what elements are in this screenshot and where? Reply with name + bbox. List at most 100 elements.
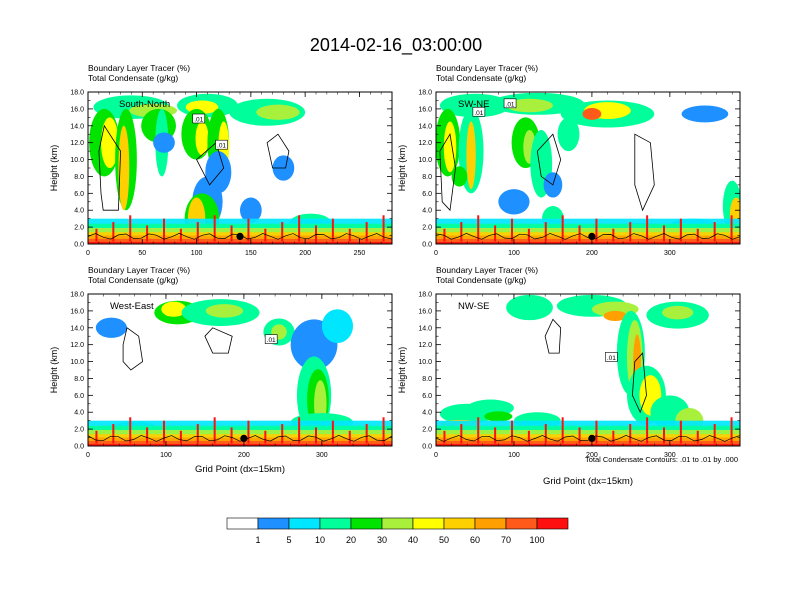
tracer-streak <box>230 225 233 242</box>
boundary-layer-band <box>88 440 392 446</box>
y-tick-label: 10.0 <box>70 359 84 366</box>
tracer-streak <box>95 228 98 242</box>
y-tick-label: 6.0 <box>422 191 432 198</box>
panel-label: South-North <box>119 99 170 110</box>
panel-label: SW-NE <box>458 99 490 110</box>
tracer-streak <box>578 427 581 444</box>
contour-label-text: .01 <box>474 110 483 117</box>
tracer-streak <box>95 430 98 444</box>
tracer-cell <box>557 117 580 152</box>
tracer-streak <box>213 215 216 242</box>
tracer-cell <box>466 121 476 190</box>
tracer-streak <box>247 420 250 444</box>
panel-south-north: Boundary Layer Tracer (%)Total Condensat… <box>49 63 393 257</box>
tracer-streak <box>646 417 649 444</box>
tracer-streak <box>477 215 480 242</box>
boundary-layer-band <box>88 238 392 244</box>
y-tick-label: 4.0 <box>422 208 432 215</box>
tracer-streak <box>315 427 317 444</box>
tracer-cell <box>603 310 627 322</box>
tracer-streak <box>527 228 530 242</box>
contour-label-text: .01 <box>267 337 276 344</box>
tracer-streak <box>196 222 199 242</box>
tracer-streak <box>146 427 149 444</box>
tracer-streak <box>331 218 334 242</box>
tracer-streak <box>527 430 530 444</box>
tracer-streak <box>163 420 165 444</box>
tracer-streak <box>730 215 733 242</box>
tracer-streak <box>129 417 132 444</box>
x-tick-label: 0 <box>86 452 90 459</box>
y-axis-label: Height (km) <box>49 347 59 394</box>
y-tick-label: 18.0 <box>70 90 84 97</box>
panel-subtitle-condensate: Total Condensate (g/kg) <box>88 275 178 285</box>
panels: Boundary Layer Tracer (%)Total Condensat… <box>49 63 741 487</box>
tracer-streak <box>646 215 649 242</box>
tracer-cell <box>443 121 457 173</box>
tracer-streak <box>663 427 665 444</box>
condensate-contour <box>634 133 655 212</box>
y-tick-label: 12.0 <box>418 342 432 349</box>
condensate-contour <box>204 327 233 354</box>
colorbar-label: 50 <box>439 535 449 545</box>
condensate-contour <box>88 435 392 442</box>
location-marker <box>588 434 596 442</box>
boundary-layer-band <box>436 443 740 446</box>
tracer-streak <box>544 424 547 444</box>
x-tick-label: 100 <box>191 250 203 257</box>
colorbar-swatch <box>412 517 445 530</box>
tracer-cell <box>118 125 130 211</box>
colorbar-swatch <box>350 517 383 530</box>
y-tick-label: 16.0 <box>70 106 84 113</box>
contour-label: .01 <box>605 352 618 362</box>
panel-subtitle-condensate: Total Condensate (g/kg) <box>436 73 526 83</box>
y-tick-label: 10.0 <box>70 157 84 164</box>
y-tick-label: 6.0 <box>74 393 84 400</box>
y-tick-label: 4.0 <box>74 208 84 215</box>
tracer-cell <box>153 132 175 153</box>
tracer-streak <box>348 430 351 444</box>
colorbar: 1 5 10 20 30 40 50 60 70 100 <box>226 517 569 545</box>
tracer-cell <box>240 197 262 223</box>
colorbar-swatch <box>443 517 476 530</box>
tracer-cell <box>484 411 513 422</box>
tracer-streak <box>146 225 149 242</box>
tracer-streak <box>129 215 132 242</box>
y-tick-label: 8.0 <box>74 376 84 383</box>
colorbar-label: 30 <box>377 535 387 545</box>
tracer-streak <box>595 420 598 444</box>
colorbar-swatch <box>536 517 569 530</box>
contour-label-text: .01 <box>607 355 616 362</box>
boundary-layer-band <box>436 440 740 446</box>
tracer-cell <box>451 166 468 187</box>
panel-subtitle-tracer: Boundary Layer Tracer (%) <box>436 63 538 73</box>
x-tick-label: 300 <box>316 452 328 459</box>
y-axis-label: Height (km) <box>397 347 407 394</box>
boundary-layer-band <box>436 238 740 244</box>
location-marker <box>588 232 596 240</box>
panel-subtitle-condensate: Total Condensate (g/kg) <box>88 73 178 83</box>
tracer-streak <box>511 420 513 444</box>
y-tick-label: 18.0 <box>418 292 432 299</box>
y-tick-label: 4.0 <box>74 410 84 417</box>
tracer-streak <box>196 424 199 444</box>
condensate-contour <box>436 435 740 442</box>
colorbar-label: 40 <box>408 535 418 545</box>
tracer-cell <box>582 108 602 120</box>
tracer-streak <box>213 417 216 444</box>
panel-nw-se: Boundary Layer Tracer (%)Total Condensat… <box>397 265 741 487</box>
contour-label-text: .01 <box>217 143 226 150</box>
condensate-contour <box>266 133 290 169</box>
colorbar-swatch <box>505 517 538 530</box>
tracer-streak <box>730 417 733 444</box>
y-tick-label: 14.0 <box>70 325 84 332</box>
colorbar-label: 20 <box>346 535 356 545</box>
panel-subtitle-tracer: Boundary Layer Tracer (%) <box>88 63 190 73</box>
tracer-streak <box>230 427 233 444</box>
tracer-streak <box>679 218 682 242</box>
y-tick-label: 18.0 <box>418 90 432 97</box>
y-tick-label: 6.0 <box>422 393 432 400</box>
tracer-streak <box>112 424 115 444</box>
tracer-streak <box>696 430 699 444</box>
y-tick-label: 0.0 <box>422 242 432 249</box>
